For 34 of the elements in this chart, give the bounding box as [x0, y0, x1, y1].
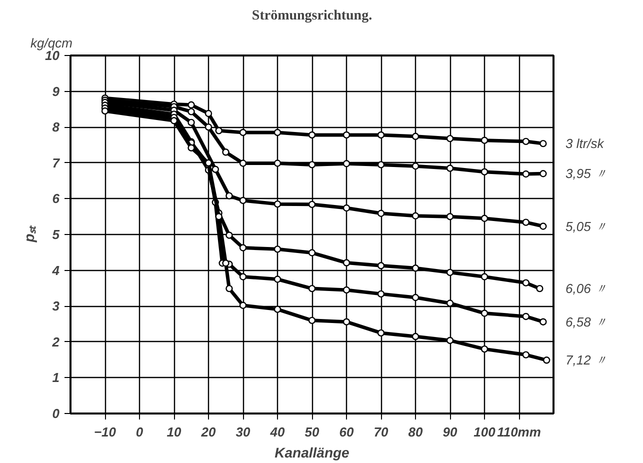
x-axis-title: Kanallänge — [274, 444, 350, 460]
series-label: 3 ltr/sk — [566, 136, 606, 152]
y-tick-label: 5 — [52, 227, 60, 242]
y-tick-label: 3 — [52, 298, 60, 314]
x-tick-label: 30 — [236, 424, 251, 440]
x-tick-label: 40 — [269, 424, 286, 440]
x-tick-label: 70 — [374, 424, 389, 440]
text: kg/qcm — [30, 36, 73, 50]
series-label: 7,12 〃 — [566, 352, 608, 368]
series-label: 3,95 〃 — [566, 166, 608, 182]
x-tick-label: 20 — [200, 424, 216, 440]
chart-title: Strömungsrichtung. — [252, 8, 372, 24]
y-tick-label: 7 — [52, 155, 60, 170]
x-tick-label: 100 — [474, 424, 496, 440]
x-tick-label: 0 — [136, 424, 144, 440]
x-tick-label: 90 — [442, 424, 458, 440]
x-tick-label: 10 — [166, 424, 182, 440]
x-tick-label: −10 — [94, 424, 117, 440]
x-tick-label: 110mm — [497, 424, 542, 440]
y-tick-label: 9 — [52, 84, 60, 99]
series-label: 5,05 〃 — [566, 218, 608, 234]
y-tick-label: 8 — [52, 120, 60, 135]
x-tick-label: 80 — [408, 424, 424, 440]
series-label: 6,06 〃 — [566, 281, 608, 296]
y-tick-label: 1 — [52, 370, 60, 386]
y-tick-label: 4 — [51, 262, 60, 278]
x-tick-label: 60 — [339, 424, 354, 440]
y-tick-label: 10 — [45, 48, 60, 63]
y-tick-label: 0 — [52, 406, 60, 421]
y-tick-label: 2 — [51, 334, 60, 350]
y-axis-title: pₛₜ — [21, 224, 38, 244]
x-tick-label: 50 — [304, 424, 320, 440]
series-label: 6,58 〃 — [566, 314, 608, 330]
y-tick-label: 6 — [52, 191, 60, 206]
